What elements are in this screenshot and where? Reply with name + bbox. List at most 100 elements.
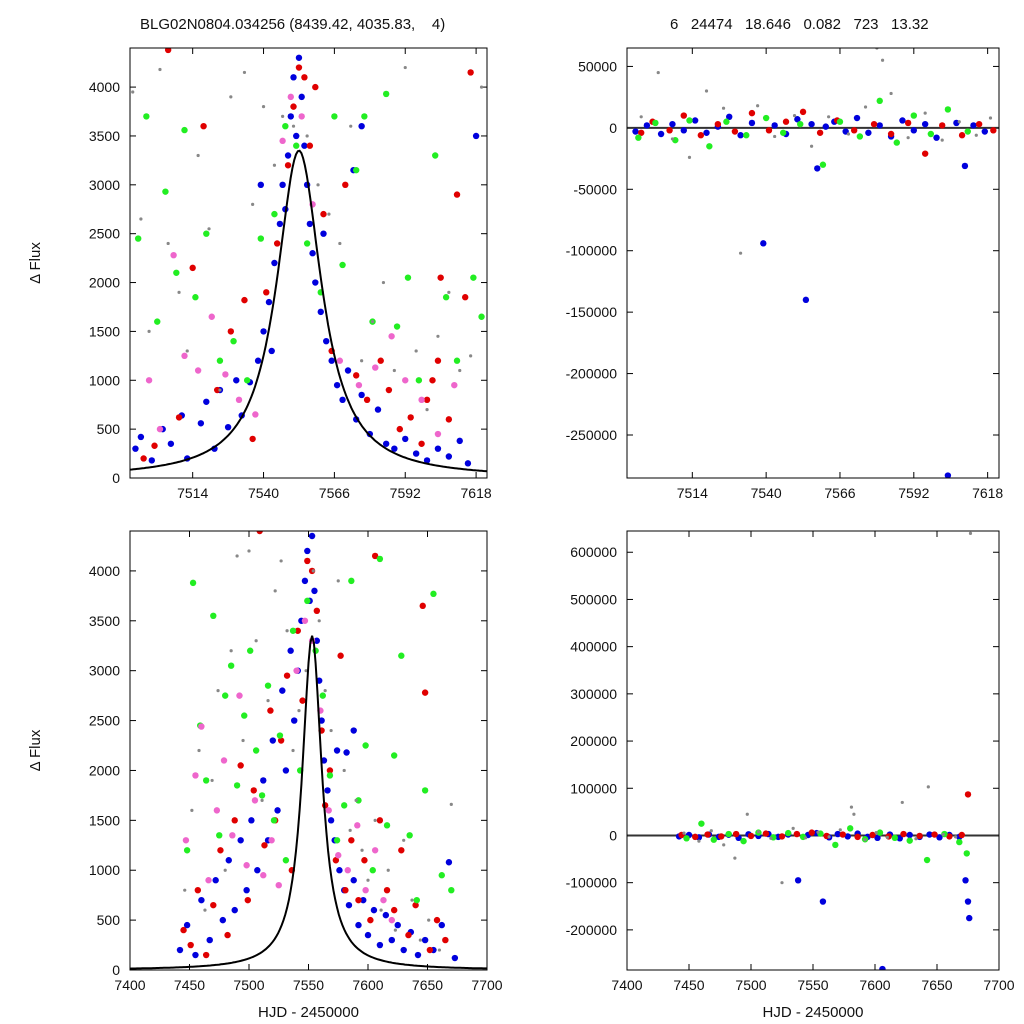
points-group — [627, 48, 999, 478]
data-point-blue — [231, 906, 238, 914]
data-point-magenta — [355, 381, 363, 389]
panel-top-right: 7514 7540 7566 7592 7618 50000 0 -50000 -100000 -… — [566, 47, 1003, 501]
data-point-green — [258, 792, 266, 799]
data-point-green — [222, 692, 229, 699]
data-point-red — [398, 847, 405, 854]
data-point-blue — [304, 547, 311, 555]
data-point-green — [241, 712, 248, 719]
data-point-gray — [738, 251, 743, 255]
data-point-blue — [279, 181, 286, 189]
data-point-magenta — [192, 772, 199, 779]
data-point-gray — [381, 280, 386, 285]
data-point-green — [686, 117, 693, 124]
data-point-magenta — [371, 847, 379, 854]
data-point-magenta — [301, 617, 309, 624]
data-point-gray — [207, 227, 211, 231]
data-point-blue — [906, 831, 913, 839]
data-point-red — [217, 847, 224, 854]
data-point-gray — [242, 70, 247, 75]
data-point-green — [415, 377, 423, 384]
data-point-blue — [726, 113, 733, 121]
data-point-green — [710, 836, 717, 843]
data-point-red — [765, 127, 773, 134]
y-tick-label: -200000 — [566, 922, 618, 938]
data-point-magenta — [287, 93, 294, 101]
y-tick-label: 1500 — [89, 812, 120, 828]
data-point-red — [189, 264, 196, 272]
data-point-blue — [844, 833, 851, 840]
data-point-green — [252, 747, 260, 754]
data-point-blue — [364, 931, 372, 939]
data-point-blue — [819, 898, 827, 905]
data-point-gray — [682, 831, 686, 835]
data-point-magenta — [222, 371, 229, 378]
data-point-blue — [382, 911, 390, 919]
panel-bottom-left: 7400 7450 7500 7550 7600 7650 7700 0 500 1000 1500… — [27, 530, 503, 1021]
data-point-gray — [639, 115, 643, 119]
data-point-gray — [329, 728, 333, 733]
data-point-blue — [970, 122, 977, 129]
plot-frame — [129, 47, 488, 479]
data-point-magenta — [434, 430, 442, 438]
data-point-magenta — [229, 832, 236, 839]
data-point-blue — [295, 54, 303, 61]
data-point-red — [666, 127, 673, 134]
panel-top-left: 7514 7540 7566 7592 7618 0 500 1000 1500 2000 2500… — [27, 47, 492, 501]
data-point-green — [413, 896, 420, 904]
data-point-blue — [802, 296, 810, 304]
x-tick-label: 7650 — [921, 977, 952, 993]
data-point-red — [704, 831, 711, 838]
y-tick-label: 500 — [97, 912, 121, 928]
data-point-green — [154, 318, 161, 325]
data-point-red — [273, 240, 281, 247]
data-point-blue — [703, 129, 710, 136]
data-point-green — [293, 142, 300, 149]
data-point-blue — [198, 896, 205, 904]
x-tick-label: 7592 — [390, 485, 421, 501]
y-tick-label: 3000 — [89, 663, 120, 679]
data-point-red — [301, 74, 308, 81]
data-point-blue — [206, 936, 213, 944]
data-point-gray — [427, 918, 431, 922]
data-point-green — [453, 357, 461, 364]
data-point-green — [216, 832, 223, 839]
data-point-blue — [680, 127, 687, 134]
data-point-red — [256, 531, 263, 535]
x-tick-label: 7500 — [233, 977, 264, 993]
data-point-gray — [235, 554, 239, 558]
data-point-magenta — [402, 377, 409, 384]
data-point-green — [906, 837, 913, 844]
data-point-red — [958, 132, 966, 139]
data-point-blue — [224, 423, 232, 431]
data-point-gray — [449, 802, 453, 806]
data-point-gray — [469, 354, 473, 358]
y-tick-label: -100000 — [566, 243, 618, 259]
data-point-gray — [304, 669, 308, 673]
data-point-blue — [808, 120, 815, 128]
data-point-green — [181, 126, 188, 134]
data-point-red — [200, 122, 207, 130]
y-tick-label: -250000 — [566, 427, 618, 443]
data-point-red — [210, 901, 217, 909]
data-point-green — [398, 652, 405, 659]
data-point-gray — [704, 89, 709, 93]
data-point-red — [839, 831, 846, 838]
plot-frame — [626, 530, 1000, 971]
data-point-gray — [745, 812, 749, 816]
data-point-blue — [834, 830, 841, 838]
data-point-magenta — [268, 837, 275, 844]
y-tick-label: 3500 — [89, 613, 120, 629]
data-point-red — [916, 832, 923, 840]
data-point-magenta — [293, 667, 300, 674]
data-point-blue — [961, 162, 969, 170]
data-point-blue — [400, 946, 407, 954]
data-point-red — [419, 602, 426, 610]
data-point-green — [876, 97, 883, 105]
data-point-red — [637, 129, 645, 136]
data-point-blue — [865, 129, 872, 136]
data-point-gray — [273, 589, 277, 593]
data-point-blue — [309, 250, 316, 257]
data-point-blue — [388, 936, 395, 944]
data-point-gray — [247, 549, 251, 553]
